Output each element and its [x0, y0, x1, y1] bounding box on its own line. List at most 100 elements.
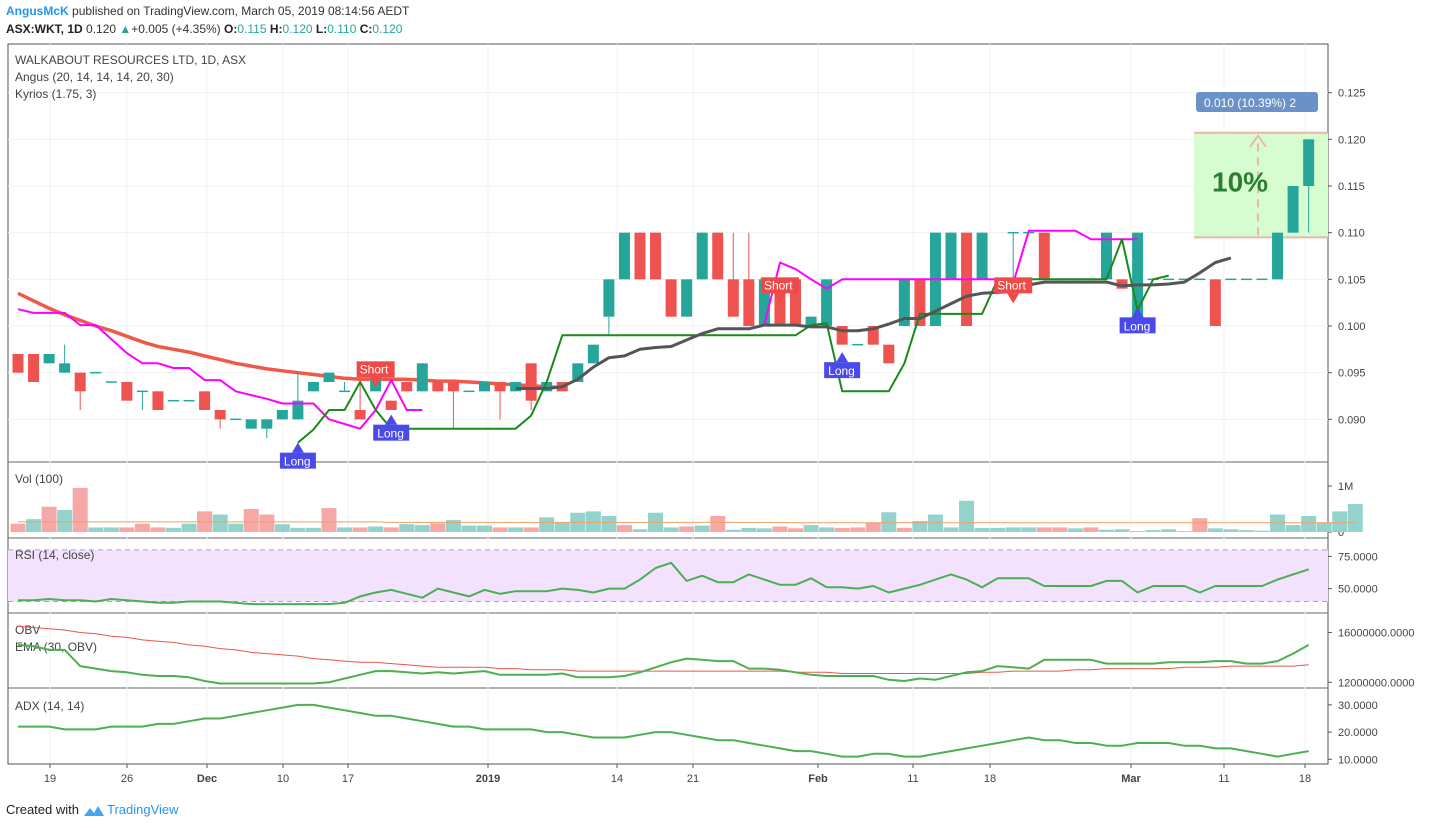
volume-bar: [72, 487, 88, 532]
candle-body: [867, 326, 879, 345]
volume-bar: [834, 527, 850, 532]
volume-bar: [321, 508, 337, 532]
volume-bar: [803, 525, 819, 532]
adx-tick-label: 30.0000: [1338, 700, 1378, 712]
volume-bar: [445, 520, 461, 532]
volume-bar: [399, 524, 415, 532]
candle-body: [494, 382, 506, 392]
volume-bar: [430, 523, 446, 532]
candle-body: [354, 410, 366, 420]
candle-body: [43, 354, 55, 364]
chart-canvas[interactable]: 0.125 0.120 0.115 0.110 0.105 0.100 0.095 0.090…: [0, 0, 1430, 800]
signal-long-label: Long: [1124, 319, 1151, 333]
volume-bar: [414, 525, 430, 532]
candle-body: [1178, 278, 1190, 281]
price-tick-label: 0.120: [1338, 134, 1366, 146]
volume-bar: [1161, 529, 1177, 532]
candle-body: [1256, 278, 1268, 281]
time-tick-label: 18: [1299, 773, 1311, 785]
volume-bar: [554, 522, 570, 532]
volume-bar: [1254, 530, 1270, 532]
volume-bar: [1083, 527, 1099, 532]
volume-bar: [881, 512, 897, 532]
adx-tick-label: 20.0000: [1338, 727, 1378, 739]
signal-short-arrow: [773, 293, 786, 304]
candle-body: [852, 343, 864, 346]
candle-body: [1209, 279, 1221, 326]
change-arrow-icon: ▲: [119, 22, 132, 36]
signal-long-label: Long: [284, 455, 311, 469]
volume-bar: [1130, 531, 1146, 532]
candle-body: [790, 279, 801, 326]
tradingview-brand[interactable]: TradingView: [106, 802, 179, 817]
volume-bar: [601, 515, 617, 532]
volume-bar: [337, 527, 353, 532]
volume-bar: [103, 527, 119, 532]
signal-long-box: [1119, 317, 1156, 334]
time-tick-label: 17: [342, 773, 354, 785]
candle-body: [385, 400, 397, 410]
candle-body: [121, 382, 133, 401]
candle-body: [1272, 232, 1284, 280]
volume-bar: [1285, 525, 1301, 532]
volume-bar: [679, 526, 695, 532]
time-tick-label: 18: [984, 773, 996, 785]
signal-long-box: [279, 452, 316, 469]
candle-body: [510, 382, 522, 392]
volume-bar: [492, 527, 508, 532]
candle-body: [74, 372, 86, 392]
time-tick-label: 14: [611, 773, 623, 785]
volume-bar: [694, 525, 710, 532]
rsi-line: [18, 561, 1310, 606]
time-tick-label: 10: [277, 773, 289, 785]
candle-body: [603, 279, 615, 317]
volume-bar: [166, 527, 181, 532]
volume-bar: [41, 506, 57, 532]
candle-body: [821, 279, 833, 326]
close-value: 0.120: [372, 22, 403, 36]
volume-bar: [352, 527, 368, 532]
volume-bar: [508, 527, 524, 532]
projection-arrow-head: [1249, 134, 1267, 148]
candle-body: [416, 363, 428, 392]
candle-body: [479, 382, 490, 392]
candle-body: [59, 363, 71, 373]
volume-bar: [274, 524, 290, 532]
price-tick-label: 0.115: [1338, 181, 1365, 193]
volume-bar: [1005, 527, 1021, 532]
volume-tick-label: 1M: [1338, 481, 1353, 493]
volume-bar: [1192, 518, 1208, 532]
signal-short-arrow: [1007, 293, 1020, 304]
candle-body: [401, 382, 413, 392]
volume-bar: [150, 527, 166, 532]
volume-bar: [539, 517, 555, 532]
volume-bar: [1332, 511, 1348, 532]
volume-bar: [1301, 515, 1317, 532]
signal-long-arrow: [836, 352, 849, 363]
volume-bar: [616, 525, 632, 532]
candle-body: [650, 232, 662, 280]
obv-pane-title: OBV: [15, 623, 40, 637]
author-link[interactable]: AngusMcK: [6, 4, 69, 18]
candle-body: [1303, 139, 1315, 186]
volume-bar: [368, 526, 384, 532]
volume-bar: [1021, 527, 1037, 532]
rsi-tick-label: 50.0000: [1338, 584, 1378, 596]
price-tick-label: 0.100: [1338, 321, 1366, 333]
candle-body: [339, 390, 351, 393]
volume-bar: [461, 525, 477, 532]
volume-bar: [850, 527, 866, 532]
volume-bar: [119, 527, 135, 532]
adx-pane-title: ADX (14, 14): [15, 699, 84, 713]
candle-body: [525, 363, 537, 401]
candle-body: [898, 279, 910, 326]
time-tick-label: 2019: [476, 773, 500, 785]
volume-bar: [943, 527, 959, 532]
time-tick-label: 11: [907, 773, 918, 785]
high-value: 0.120: [282, 22, 313, 36]
signal-short-box: [994, 277, 1033, 294]
volume-bar: [741, 527, 757, 532]
volume-bar: [1238, 530, 1254, 532]
publisher-line: AngusMcK published on TradingView.com, M…: [6, 4, 409, 18]
volume-bar: [663, 527, 679, 532]
